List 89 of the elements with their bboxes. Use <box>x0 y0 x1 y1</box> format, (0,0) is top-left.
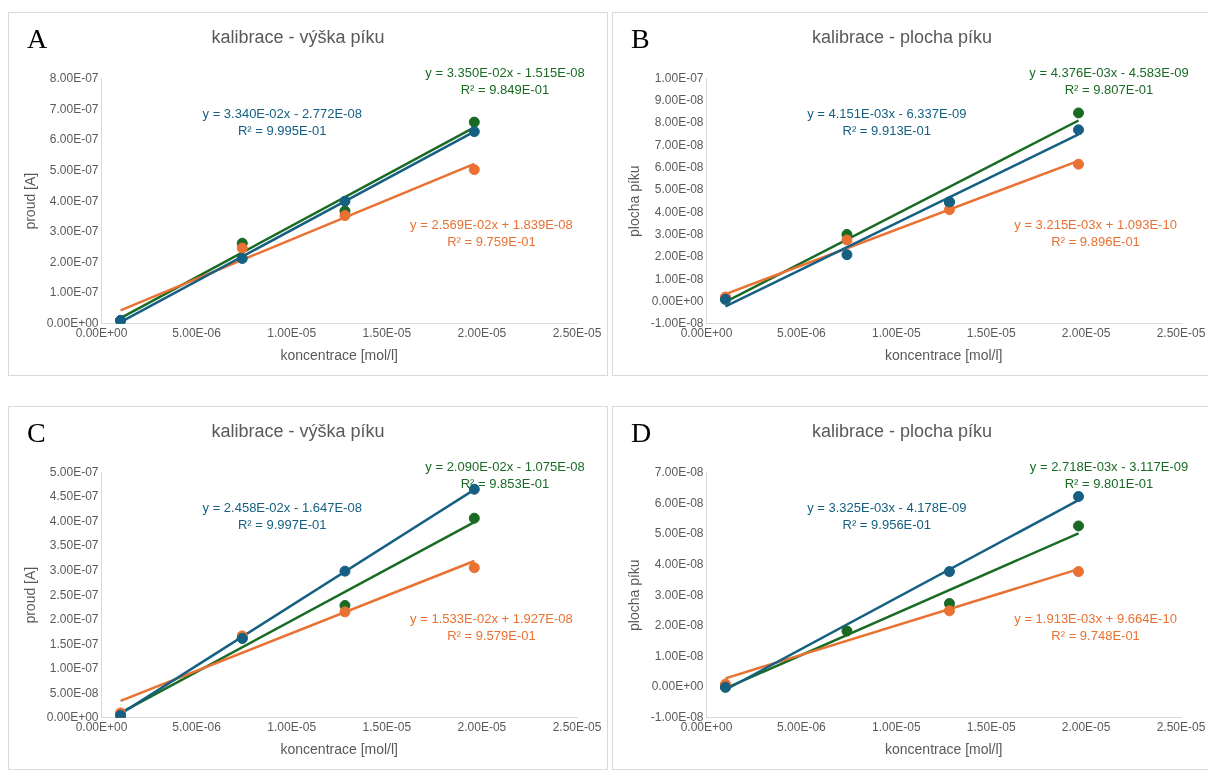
y-axis-title: proud [A] <box>22 566 39 624</box>
x-tick-label: 2.00E-05 <box>457 720 507 735</box>
y-tick-label: 7.00E-08 <box>654 137 704 152</box>
y-tick-label: 7.00E-08 <box>654 464 704 479</box>
y-axis-title: proud [A] <box>22 172 39 230</box>
series-label: y = 3.325E-03x - 4.178E-09 R² = 9.956E-01 <box>807 500 967 533</box>
x-tick-label: 0.00E+00 <box>680 326 733 341</box>
y-tick-label: 2.00E-07 <box>49 612 99 627</box>
x-tick-label: 5.00E-06 <box>777 326 827 341</box>
x-tick-label: 5.00E-06 <box>777 720 827 735</box>
y-tick-label: 8.00E-07 <box>49 70 99 85</box>
y-tick-label: 3.00E-08 <box>654 587 704 602</box>
y-tick-label: 3.00E-08 <box>654 226 704 241</box>
y-tick-label: 4.00E-08 <box>654 204 704 219</box>
y-tick-label: 2.00E-07 <box>49 254 99 269</box>
y-tick-label: 0.00E+00 <box>651 679 704 694</box>
x-tick-label: 1.50E-05 <box>966 720 1016 735</box>
x-axis-title: koncentrace [mol/l] <box>280 347 399 364</box>
x-tick-label: 1.50E-05 <box>362 720 412 735</box>
x-tick-label: 5.00E-06 <box>172 720 222 735</box>
y-axis-title: plocha píku <box>626 165 643 237</box>
y-tick-label: 1.50E-07 <box>49 636 99 651</box>
x-tick-label: 1.50E-05 <box>966 326 1016 341</box>
x-tick-label: 2.00E-05 <box>1061 720 1111 735</box>
x-axis-title: koncentrace [mol/l] <box>885 741 1003 758</box>
y-tick-label: 8.00E-08 <box>654 115 704 130</box>
y-tick-label: 5.00E-08 <box>654 182 704 197</box>
y-tick-label: 5.00E-07 <box>49 162 99 177</box>
y-tick-label: 4.00E-07 <box>49 513 99 528</box>
x-tick-label: 1.00E-05 <box>871 326 921 341</box>
x-axis-title: koncentrace [mol/l] <box>280 741 399 758</box>
chart-title: kalibrace - výška píku <box>211 420 385 441</box>
x-tick-label: 2.50E-05 <box>552 720 602 735</box>
x-tick-label: 1.00E-05 <box>267 326 317 341</box>
text: y = 3.350E-02x - 1.515E-08 R² = 9.849E-01 <box>425 64 585 97</box>
y-tick-label: 6.00E-07 <box>49 132 99 147</box>
y-tick-label: 5.00E-08 <box>654 526 704 541</box>
x-tick-label: 0.00E+00 <box>75 720 128 735</box>
y-tick-label: 2.00E-08 <box>654 249 704 264</box>
x-tick-label: 1.00E-05 <box>871 720 921 735</box>
y-tick-label: 7.00E-07 <box>49 101 99 116</box>
x-tick-label: 2.00E-05 <box>457 326 507 341</box>
y-tick-label: 4.00E-08 <box>654 556 704 571</box>
text: A <box>27 23 48 55</box>
series-label: y = 1.533E-02x + 1.927E-08 R² = 9.579E-01 <box>410 610 573 643</box>
x-tick-label: 2.00E-05 <box>1061 326 1111 341</box>
y-tick-label: 2.00E-08 <box>654 618 704 633</box>
x-tick-label: 2.50E-05 <box>1156 326 1206 341</box>
x-tick-label: 2.50E-05 <box>552 326 602 341</box>
y-tick-label: 3.00E-07 <box>49 562 99 577</box>
text: y = 2.718E-03x - 3.117E-09 R² = 9.801E-01 <box>1029 458 1189 491</box>
y-tick-label: 1.00E-08 <box>654 271 704 286</box>
chart-title: kalibrace - plocha píku <box>811 420 993 441</box>
y-tick-label: 3.50E-07 <box>49 538 99 553</box>
y-tick-label: 5.00E-08 <box>49 685 99 700</box>
y-tick-label: 6.00E-08 <box>654 160 704 175</box>
x-tick-label: 1.50E-05 <box>362 326 412 341</box>
x-tick-label: 0.00E+00 <box>75 326 128 341</box>
series-label: y = 1.913E-03x + 9.664E-10 R² = 9.748E-01 <box>1014 610 1177 643</box>
text: B <box>631 23 650 55</box>
chart-title: kalibrace - plocha píku <box>811 26 993 47</box>
y-tick-label: 2.50E-07 <box>49 587 99 602</box>
text: D <box>631 417 652 449</box>
y-tick-label: 1.00E-08 <box>654 648 704 663</box>
chart-title: kalibrace - výška píku <box>211 26 385 47</box>
y-tick-label: 1.00E-07 <box>49 661 99 676</box>
text: y = 3.340E-02x - 2.772E-08 R² = 9.995E-01 <box>202 106 362 139</box>
y-tick-label: 4.50E-07 <box>49 489 99 504</box>
x-tick-label: 0.00E+00 <box>680 720 733 735</box>
y-axis-title: plocha píku <box>626 559 643 631</box>
text: y = 2.090E-02x - 1.075E-08 R² = 9.853E-01 <box>425 458 585 491</box>
y-tick-label: 6.00E-08 <box>654 495 704 510</box>
series-label: y = 2.458E-02x - 1.647E-08 R² = 9.997E-01 <box>202 500 362 533</box>
x-tick-label: 1.00E-05 <box>267 720 317 735</box>
x-tick-label: 5.00E-06 <box>172 326 222 341</box>
y-tick-label: 0.00E+00 <box>651 293 704 308</box>
text: C <box>27 417 46 449</box>
y-tick-label: 3.00E-07 <box>49 224 99 239</box>
y-tick-label: 1.00E-07 <box>654 70 704 85</box>
text: y = 4.376E-03x - 4.583E-09 R² = 9.807E-01 <box>1029 64 1189 97</box>
x-tick-label: 2.50E-05 <box>1156 720 1206 735</box>
y-tick-label: 4.00E-07 <box>49 193 99 208</box>
series-label: y = 2.569E-02x + 1.839E-08 R² = 9.759E-01 <box>410 216 573 249</box>
y-tick-label: 9.00E-08 <box>654 93 704 108</box>
x-axis-title: koncentrace [mol/l] <box>885 347 1003 364</box>
y-tick-label: 5.00E-07 <box>49 464 99 479</box>
y-tick-label: 1.00E-07 <box>49 285 99 300</box>
text: y = 4.151E-03x - 6.337E-09 R² = 9.913E-01 <box>807 106 967 139</box>
text: y = 3.215E-03x + 1.093E-10 R² = 9.896E-01 <box>1014 216 1177 249</box>
